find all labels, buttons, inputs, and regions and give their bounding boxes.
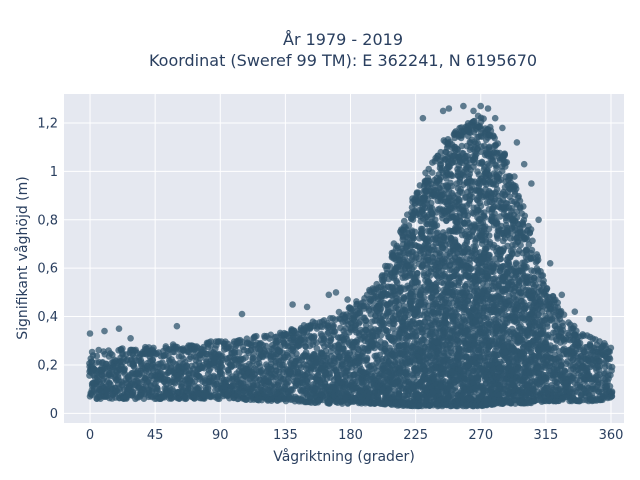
chart-title-line-1: År 1979 - 2019 [283,30,403,49]
data-point [485,232,493,239]
data-point [377,332,385,339]
data-point [463,217,471,224]
data-point [474,376,482,384]
data-point [456,353,464,360]
data-point [129,389,137,397]
data-point [476,199,484,207]
data-point [432,216,439,223]
data-point [238,338,246,346]
data-point [480,115,487,122]
data-point [420,206,427,213]
data-point [88,348,96,356]
data-point [428,169,436,176]
data-point [218,370,226,378]
data-point [119,345,126,352]
data-point [426,272,434,280]
data-point [355,320,363,327]
data-point [218,364,226,371]
chart-title-line-2: Koordinat (Sweref 99 TM): E 362241, N 61… [149,51,537,70]
data-point [183,362,191,369]
data-point [195,384,203,391]
data-point [207,338,215,345]
data-point [168,356,175,363]
data-point [103,387,110,394]
data-point [434,286,442,293]
data-point [493,162,500,169]
data-point [121,365,128,372]
data-point [93,352,101,360]
data-point [224,340,232,348]
data-point [433,222,441,229]
data-point [252,332,260,340]
data-point [389,325,397,332]
data-point [411,228,419,236]
data-point [413,270,421,277]
data-point [455,195,463,203]
data-point [154,385,161,392]
data-point [181,394,189,401]
data-point [481,214,489,221]
data-points [86,102,616,410]
data-point [485,252,492,259]
data-point [490,132,497,139]
data-point [468,265,475,272]
data-point [363,354,371,362]
data-point [381,340,389,347]
data-point [106,380,113,387]
data-point [149,356,157,364]
data-point [109,351,116,359]
data-point [249,354,257,362]
data-point [466,170,474,178]
